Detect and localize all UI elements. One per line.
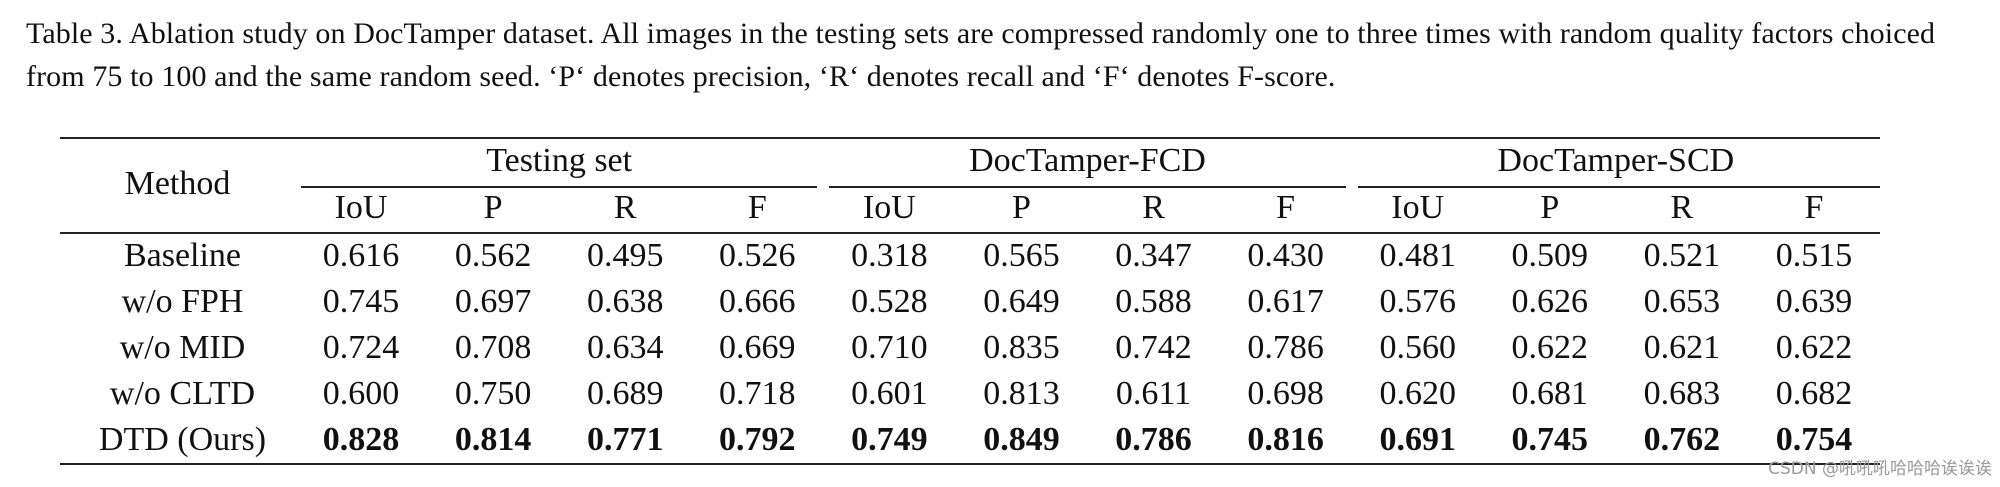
table-cell: 0.813 [983, 375, 1060, 412]
table-cell: 0.611 [1115, 375, 1192, 412]
table-cell: 0.816 [1247, 421, 1324, 458]
table-cell: 0.708 [454, 329, 532, 366]
row-method-label: w/o CLTD [109, 375, 256, 412]
table-cell: 0.792 [719, 421, 796, 458]
table-cell: 0.682 [1775, 375, 1853, 412]
table-cell: 0.634 [586, 329, 664, 366]
table-cell: 0.430 [1247, 237, 1324, 274]
table-cell: 0.600 [322, 375, 400, 412]
table-cell: 0.691 [1379, 421, 1456, 458]
table-cell: 0.683 [1643, 375, 1721, 412]
table-cell: 0.749 [851, 421, 928, 458]
table-cell: 0.521 [1643, 237, 1721, 274]
table-cell: 0.750 [454, 375, 532, 412]
table-cell: 0.622 [1511, 329, 1589, 366]
row-method-label: w/o FPH [121, 283, 244, 320]
group-rule-3 [1357, 186, 1880, 188]
table-cell: 0.724 [322, 329, 400, 366]
column-header: IoU [862, 189, 916, 226]
group-header: DocTamper-SCD [1497, 142, 1735, 179]
table-cell: 0.318 [851, 237, 928, 274]
table-cell: 0.616 [322, 237, 400, 274]
table-cell: 0.710 [851, 329, 928, 366]
table-cell: 0.638 [586, 283, 664, 320]
group-header: Testing set [486, 142, 633, 179]
table-cell: 0.689 [586, 375, 664, 412]
table-cell: 0.621 [1643, 329, 1721, 366]
table-cell: 0.786 [1115, 421, 1192, 458]
row-method-label: DTD (Ours) [98, 421, 267, 458]
table-cell: 0.697 [454, 283, 532, 320]
table-cell: 0.742 [1115, 329, 1192, 366]
table-cell: 0.528 [851, 283, 928, 320]
method-header: Method [124, 165, 231, 202]
column-header: F [747, 189, 767, 226]
table-cell: 0.754 [1775, 421, 1853, 458]
table-cell: 0.526 [719, 237, 796, 274]
table-cell: 0.560 [1379, 329, 1456, 366]
group-rule-2 [829, 186, 1346, 188]
table-cell: 0.509 [1511, 237, 1589, 274]
table-cell: 0.762 [1643, 421, 1721, 458]
table-cell: 0.588 [1115, 283, 1192, 320]
table-cell: 0.828 [322, 421, 400, 458]
watermark: CSDN @吼吼吼哈哈哈诶诶诶 [1768, 459, 1992, 479]
table-cell: 0.639 [1775, 283, 1853, 320]
table-cell: 0.669 [719, 329, 796, 366]
table-cell: 0.771 [586, 421, 664, 458]
table-cell: 0.626 [1511, 283, 1589, 320]
table-cell: 0.681 [1511, 375, 1589, 412]
table-cell: 0.601 [851, 375, 928, 412]
table-cell: 0.515 [1775, 237, 1853, 274]
group-rule-1 [301, 186, 818, 188]
table-cell: 0.495 [586, 237, 664, 274]
table-cell: 0.653 [1643, 283, 1721, 320]
table-caption: Table 3. Ablation study on DocTamper dat… [26, 17, 1936, 93]
table-cell: 0.347 [1115, 237, 1192, 274]
column-header: R [1670, 189, 1694, 226]
column-header: P [1540, 189, 1560, 226]
table-cell: 0.576 [1379, 283, 1456, 320]
table-cell: 0.562 [454, 237, 532, 274]
table-cell: 0.835 [983, 329, 1060, 366]
row-method-label: Baseline [123, 237, 242, 274]
table-cell: 0.565 [983, 237, 1060, 274]
table-cell: 0.649 [983, 283, 1060, 320]
column-header: P [483, 189, 503, 226]
bottom-rule [60, 463, 1880, 465]
table-cell: 0.481 [1379, 237, 1456, 274]
table-cell: 0.620 [1379, 375, 1456, 412]
table-cell: 0.745 [322, 283, 400, 320]
top-rule [60, 137, 1880, 139]
column-header: P [1011, 189, 1031, 226]
table-cell: 0.849 [983, 421, 1060, 458]
column-header: IoU [334, 189, 388, 226]
row-method-label: w/o MID [119, 329, 246, 366]
column-header: IoU [1391, 189, 1445, 226]
table-cell: 0.814 [454, 421, 532, 458]
column-header: R [1142, 189, 1165, 226]
group-header: DocTamper-FCD [969, 142, 1206, 179]
header-rule [60, 232, 1880, 234]
table-cell: 0.617 [1247, 283, 1324, 320]
column-header: R [613, 189, 637, 226]
table-cell: 0.745 [1511, 421, 1589, 458]
table-cell: 0.786 [1247, 329, 1324, 366]
table-cell: 0.622 [1775, 329, 1853, 366]
table-cell: 0.718 [719, 375, 796, 412]
table-cell: 0.698 [1247, 375, 1324, 412]
column-header: F [1276, 189, 1296, 226]
table-cell: 0.666 [719, 283, 796, 320]
column-header: F [1804, 189, 1824, 226]
